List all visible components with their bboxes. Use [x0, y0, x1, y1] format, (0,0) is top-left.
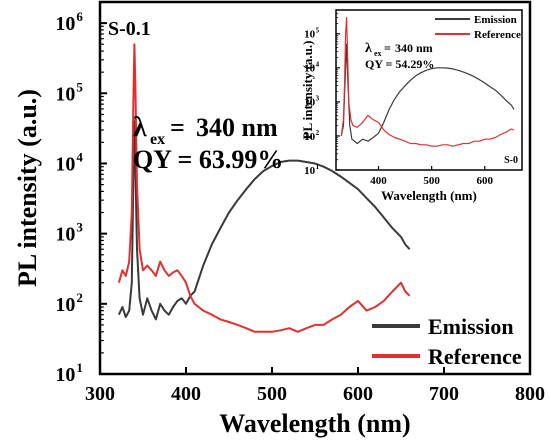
- inset-y-tick-exponent: 3: [316, 95, 320, 103]
- main-x-tick-label: 400: [171, 383, 201, 405]
- main-y-tick-exponent: 2: [76, 290, 83, 305]
- main-legend: Emission Reference: [372, 314, 522, 369]
- main-lambda-symbol: λ: [133, 112, 147, 143]
- main-lambda-subscript: ex: [150, 131, 165, 148]
- inset-legend-emission-label: Emission: [474, 14, 517, 26]
- main-y-tick-exponent: 1: [76, 360, 83, 375]
- main-series-reference-line: [117, 43, 411, 333]
- main-x-tick-label: 800: [515, 383, 545, 405]
- main-y-tick-label: 106: [55, 9, 83, 35]
- main-x-tick-label: 700: [429, 383, 459, 405]
- inset-x-axis-label: Wavelength (nm): [381, 188, 477, 203]
- inset-y-tick-exponent: 1: [316, 163, 320, 171]
- inset-equals: =: [384, 41, 391, 55]
- main-y-tick-label: 102: [55, 290, 83, 316]
- main-qy-annotation: QY = 63.99%: [133, 145, 283, 174]
- inset-y-axis-label: PL intensity (a.u.): [300, 41, 315, 140]
- inset-y-tick-exponent: 2: [316, 129, 320, 137]
- inset-plot-frame: [335, 9, 523, 171]
- main-y-tick-exponent: 4: [76, 149, 83, 164]
- main-y-tick-exponent: 6: [76, 9, 83, 24]
- inset-lambda-symbol: λ: [365, 41, 372, 56]
- main-y-tick-label: 103: [55, 220, 83, 246]
- inset-x-tick-label: 600: [477, 175, 494, 187]
- inset-excitation-annotation: λ ex = 340 nm: [365, 41, 433, 58]
- inset-x-tick-label: 400: [370, 175, 387, 187]
- inset-y-tick-exponent: 5: [316, 27, 320, 35]
- main-y-tick-exponent: 5: [76, 79, 83, 94]
- inset-qy-annotation: QY = 54.29%: [365, 57, 434, 71]
- main-equals: =: [170, 113, 185, 142]
- main-series-emission-line: [117, 120, 411, 321]
- main-excitation-value: 340 nm: [196, 113, 278, 142]
- inset-sample-label: S-0: [504, 155, 518, 166]
- inset-series-emission-line: [340, 43, 515, 145]
- main-x-tick-label: 600: [343, 383, 373, 405]
- main-sample-label: S-0.1: [108, 18, 151, 40]
- main-y-tick-label: 101: [55, 360, 83, 386]
- main-legend-reference-label: Reference: [428, 344, 522, 369]
- main-y-tick-label: 105: [55, 79, 83, 105]
- inset-y-tick-exponent: 4: [316, 61, 320, 69]
- inset-legend-reference-label: Reference: [474, 29, 521, 41]
- main-x-tick-label: 500: [257, 383, 287, 405]
- main-x-tick-label: 300: [85, 383, 115, 405]
- main-y-tick-label: 104: [55, 149, 83, 175]
- main-y-axis-label: PL intensity (a.u.): [13, 89, 42, 287]
- main-x-axis-label: Wavelength (nm): [219, 409, 410, 438]
- main-legend-emission-label: Emission: [428, 314, 514, 339]
- inset-series-reference-line: [340, 17, 515, 147]
- inset-lambda-subscript: ex: [374, 49, 382, 58]
- main-excitation-annotation: λ ex = 340 nm: [133, 112, 278, 148]
- inset-excitation-value: 340 nm: [395, 41, 433, 55]
- main-y-tick-exponent: 3: [76, 220, 83, 235]
- inset-legend: Emission Reference: [435, 14, 521, 41]
- inset-x-tick-label: 500: [423, 175, 440, 187]
